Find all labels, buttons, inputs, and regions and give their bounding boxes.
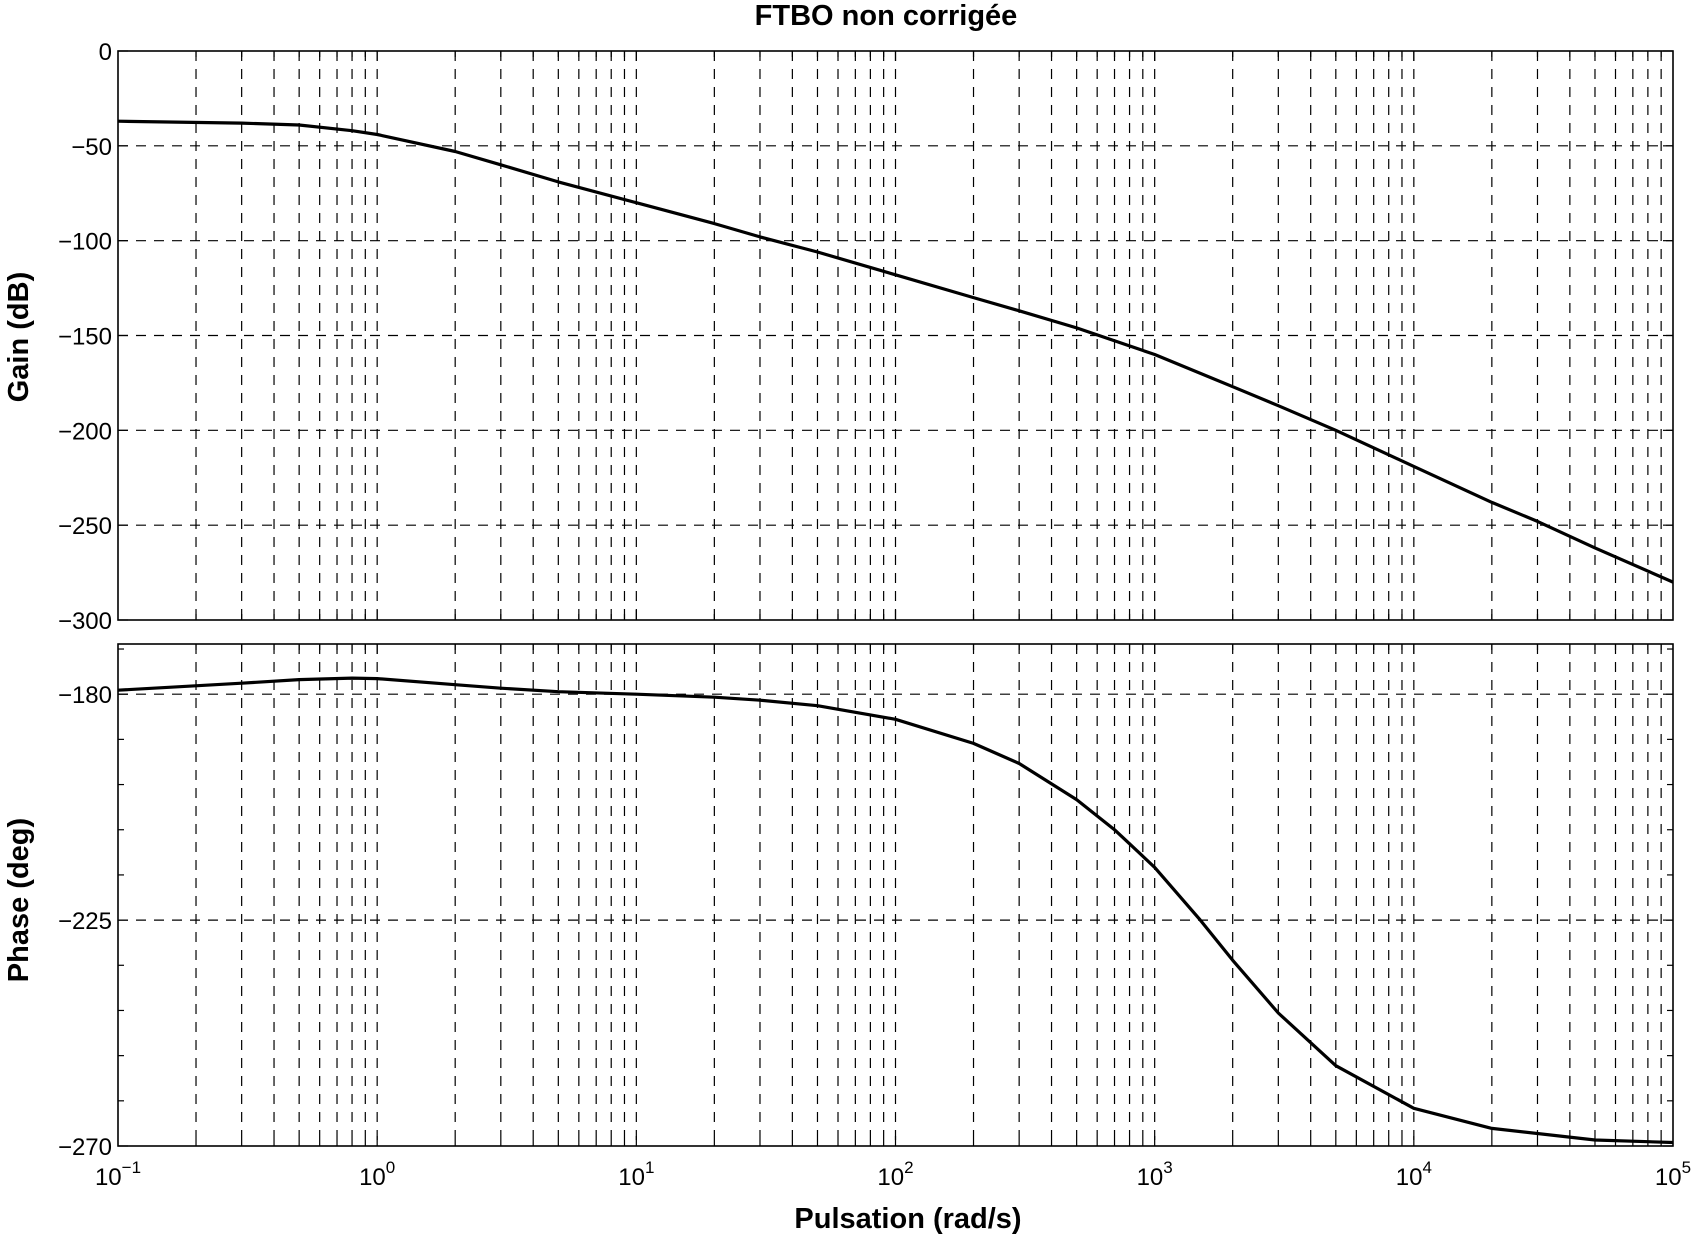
phase-panel: −180 −225 −270 [58,643,1674,1161]
y-tick-label: −300 [58,608,112,635]
phase-curve [117,676,1674,1145]
chart-title: FTBO non corrigée [755,0,1018,32]
x-tick-label: 103 [1137,1158,1173,1191]
axes-frame [117,643,1674,1147]
y-tick-label: −50 [71,134,112,161]
x-tick-label: 102 [877,1158,913,1191]
x-tick-label: 100 [359,1158,395,1191]
y-tick-label: −100 [58,229,112,256]
y-tick-label: 0 [99,39,112,66]
y-tick-label: −225 [58,908,112,935]
magnitude-y-axis-label: Gain (dB) [3,272,35,403]
y-tick-label: −250 [58,513,112,540]
phase-y-axis-label: Phase (deg) [3,818,35,982]
x-tick-label: 101 [618,1158,654,1191]
magnitude-curve [117,119,1674,584]
y-tick-label: −270 [58,1134,112,1161]
x-tick-label: 104 [1396,1158,1432,1191]
magnitude-panel: 0 −50 −100 −150 −200 −250 −300 [58,39,1674,635]
axes-frame [117,50,1674,621]
x-tick-label: 10−1 [95,1158,141,1191]
y-tick-label: −150 [58,324,112,351]
y-tick-label: −200 [58,418,112,445]
x-axis-label: Pulsation (rad/s) [794,1203,1021,1235]
y-tick-label: −180 [58,682,112,709]
x-tick-label: 105 [1655,1158,1691,1191]
x-tick-labels: 10−1 100 101 102 103 104 105 [95,1158,1691,1191]
